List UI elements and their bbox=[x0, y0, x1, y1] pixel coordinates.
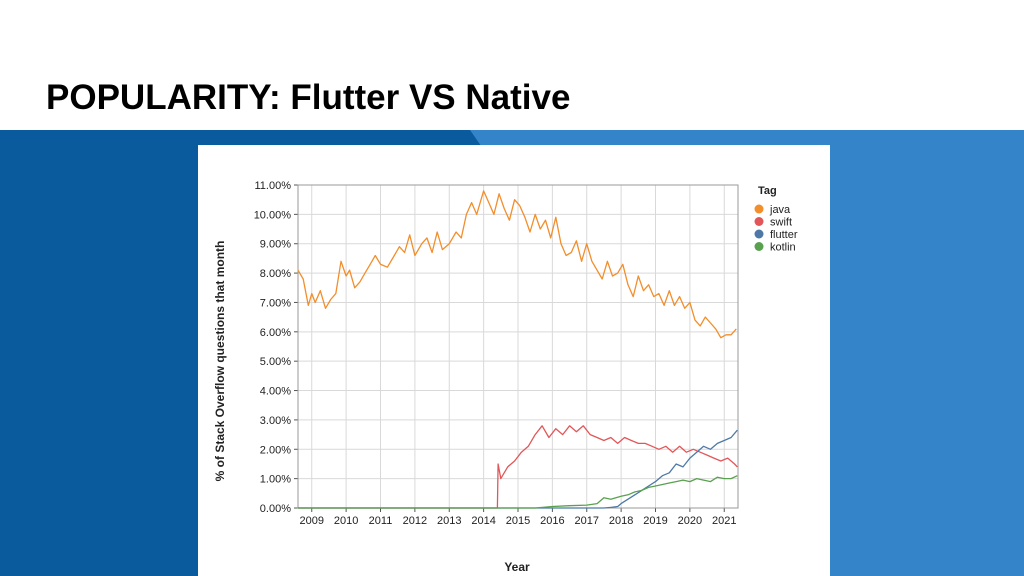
legend-marker-swift bbox=[754, 217, 764, 226]
x-tick-label: 2009 bbox=[300, 515, 324, 527]
series-layer bbox=[297, 190, 738, 509]
y-tick-label: 11.00% bbox=[255, 180, 292, 192]
x-tick-label: 2019 bbox=[643, 515, 667, 527]
axis-layer: 0.00% 1.00% 2.00% 3.00% 4.00% 5.00% 6.00% 7.00%… bbox=[254, 180, 739, 527]
x-tick-label: 2013 bbox=[437, 515, 461, 527]
x-tick-label: 2012 bbox=[403, 515, 427, 527]
series-line-kotlin bbox=[298, 475, 738, 509]
legend-label-flutter: flutter bbox=[770, 229, 798, 241]
x-tick-label: 2018 bbox=[609, 515, 633, 527]
y-tick-label: 6.00% bbox=[260, 327, 291, 339]
legend-marker-java bbox=[754, 204, 764, 214]
y-tick-label: 1.00% bbox=[260, 474, 291, 486]
series-line-flutter bbox=[298, 429, 738, 509]
x-axis-title: Year bbox=[504, 560, 530, 574]
legend-title: Tag bbox=[758, 185, 777, 197]
legend-label-kotlin: kotlin bbox=[770, 242, 796, 254]
y-tick-label: 9.00% bbox=[260, 239, 291, 251]
legend-label-swift: swift bbox=[770, 217, 792, 229]
y-tick-label: 0.00% bbox=[260, 503, 291, 515]
slide-title: POPULARITY: Flutter VS Native bbox=[46, 78, 571, 117]
line-chart: 0.00% 1.00% 2.00% 3.00% 4.00% 5.00% 6.00% 7.00%… bbox=[213, 180, 798, 574]
y-tick-label: 8.00% bbox=[260, 268, 291, 280]
x-tick-label: 2010 bbox=[334, 515, 358, 527]
x-tick-label: 2021 bbox=[712, 515, 736, 527]
x-tick-label: 2014 bbox=[471, 515, 495, 527]
y-tick-label: 4.00% bbox=[260, 386, 291, 398]
legend-marker-kotlin bbox=[754, 242, 764, 251]
y-tick-label: 5.00% bbox=[260, 356, 291, 368]
x-tick-label: 2020 bbox=[678, 515, 702, 527]
chart-panel: 0.00% 1.00% 2.00% 3.00% 4.00% 5.00% 6.00% 7.00%… bbox=[198, 145, 830, 576]
x-tick-label: 2015 bbox=[506, 515, 530, 527]
x-tick-label: 2011 bbox=[369, 515, 393, 527]
y-tick-label: 7.00% bbox=[260, 297, 291, 309]
y-tick-label: 2.00% bbox=[260, 444, 291, 456]
grid-layer bbox=[298, 184, 738, 509]
x-tick-label: 2017 bbox=[575, 515, 599, 527]
y-axis-title: % of Stack Overflow questions that month bbox=[213, 241, 227, 482]
y-tick-label: 3.00% bbox=[260, 415, 291, 427]
legend-marker-flutter bbox=[754, 229, 764, 239]
y-tick-label: 10.00% bbox=[254, 209, 292, 221]
x-tick-label: 2016 bbox=[540, 515, 564, 527]
legend-label-java: java bbox=[769, 204, 791, 216]
series-line-java bbox=[297, 190, 737, 339]
